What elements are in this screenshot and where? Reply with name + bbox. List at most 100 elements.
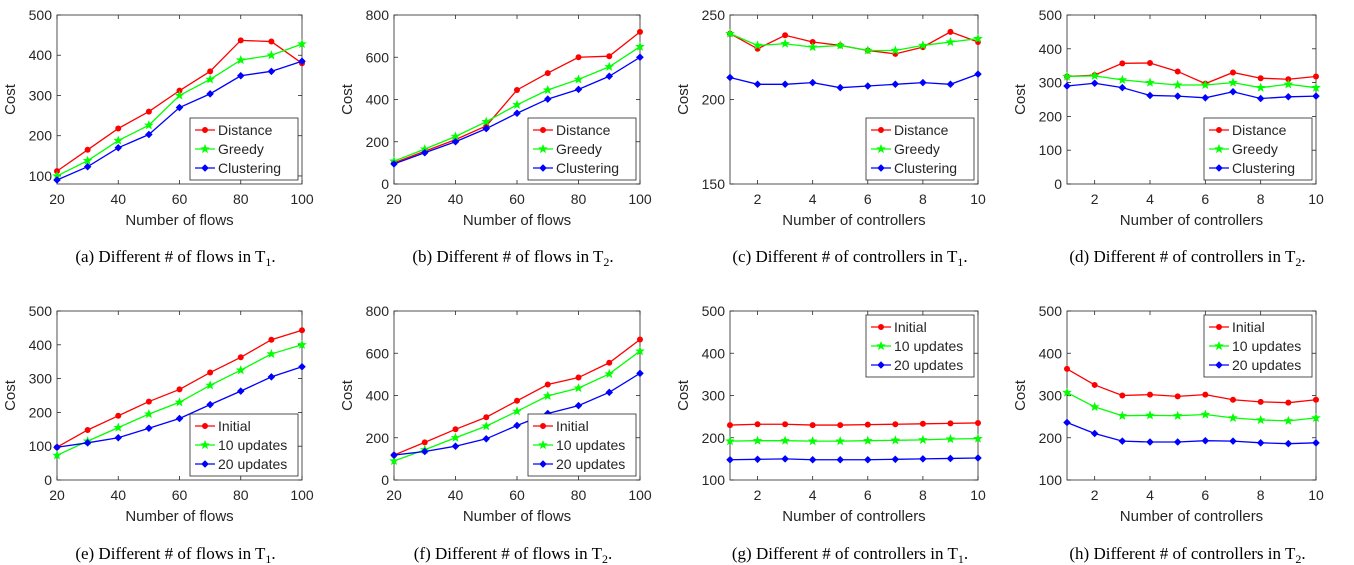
- data-point: [145, 130, 153, 139]
- data-point: [237, 37, 244, 44]
- legend-marker: [540, 422, 547, 429]
- data-point: [836, 83, 844, 92]
- data-point: [1119, 60, 1126, 67]
- y-tick-label: 600: [366, 49, 390, 65]
- legend-marker: [201, 164, 209, 172]
- data-point: [754, 421, 761, 428]
- data-point: [1284, 93, 1293, 101]
- legend-marker: [540, 127, 547, 134]
- legend-entry: 20 updates: [1232, 357, 1301, 373]
- data-point: [1090, 79, 1099, 88]
- series-20-updates: [726, 454, 982, 464]
- y-tick-label: 400: [29, 337, 53, 353]
- series-clustering: [726, 70, 982, 92]
- data-point: [389, 455, 399, 466]
- data-point: [919, 420, 926, 427]
- data-point: [175, 414, 184, 423]
- legend-marker: [878, 323, 885, 330]
- x-tick-label: 6: [864, 191, 872, 207]
- data-point: [1228, 77, 1238, 87]
- legend: Distance Greedy Clustering: [527, 117, 637, 181]
- data-point: [1173, 92, 1182, 100]
- data-point: [946, 454, 955, 463]
- data-point: [752, 40, 763, 50]
- caption-text: (h) Different # of controllers in T: [1069, 544, 1296, 563]
- y-tick-label: 300: [1039, 75, 1063, 91]
- x-tick-label: 40: [448, 191, 464, 207]
- legend-entry: Initial: [218, 418, 251, 434]
- legend-marker: [878, 127, 885, 134]
- data-point: [267, 373, 276, 381]
- data-point: [637, 28, 644, 35]
- data-point: [636, 53, 644, 62]
- chart-panel-c: 2 4 6 8 10 150 200 250 Number of controllers Cost…: [675, 7, 986, 269]
- data-point: [947, 420, 954, 427]
- x-tick-label: 4: [1146, 487, 1154, 503]
- legend-entry: 10 updates: [1232, 338, 1301, 354]
- caption-text: (f) Different # of flows in T: [414, 544, 603, 563]
- data-point: [864, 455, 872, 464]
- data-point: [542, 84, 553, 95]
- data-point: [636, 369, 644, 378]
- data-point: [605, 388, 614, 397]
- x-tick-label: 60: [509, 487, 525, 503]
- data-point: [1256, 439, 1265, 447]
- legend-entry: 20 updates: [894, 357, 963, 373]
- data-point: [973, 33, 983, 43]
- legend-box: [527, 413, 637, 477]
- caption-text: (g) Different # of controllers in T: [732, 544, 959, 563]
- legend-entry: 10 updates: [218, 437, 287, 453]
- legend-entry: Greedy: [894, 141, 940, 157]
- data-point: [809, 422, 816, 429]
- data-point: [145, 424, 153, 433]
- series-clustering: [1063, 79, 1320, 103]
- x-tick-label: 2: [1091, 487, 1099, 503]
- legend-entry: Clustering: [1232, 160, 1295, 176]
- data-point: [1230, 69, 1237, 76]
- subfigure-caption: (f) Different # of flows in T2.: [414, 544, 612, 565]
- data-point: [1312, 439, 1320, 447]
- data-point: [267, 67, 276, 76]
- data-point: [1257, 398, 1264, 405]
- data-point: [236, 387, 245, 395]
- data-point: [297, 38, 307, 49]
- data-point: [782, 32, 789, 39]
- y-tick-label: 300: [29, 371, 53, 387]
- legend: Initial 10 updates 20 updates: [527, 413, 637, 477]
- data-point: [918, 40, 928, 50]
- x-tick-label: 20: [49, 191, 65, 207]
- legend-marker: [1214, 340, 1224, 351]
- caption-subscript: 1: [958, 552, 964, 565]
- data-point: [604, 368, 615, 379]
- chart-panel-a: 20 40 60 80 100 100 200 300 400 500 Number of flow…: [2, 7, 314, 269]
- data-point: [1174, 68, 1181, 75]
- x-tick-label: 100: [628, 487, 652, 503]
- caption-text: (c) Different # of controllers in T: [732, 247, 958, 266]
- legend-marker: [200, 143, 210, 154]
- data-point: [574, 401, 583, 410]
- data-point: [1311, 412, 1321, 422]
- y-tick-label: 0: [381, 176, 389, 192]
- data-point: [297, 339, 307, 349]
- y-tick-label: 200: [702, 430, 726, 446]
- subfigure-caption: (a) Different # of flows in T1.: [75, 247, 275, 269]
- data-point: [237, 354, 244, 361]
- legend-marker: [876, 143, 886, 154]
- legend-entry: Greedy: [218, 141, 264, 157]
- legend-entry: Greedy: [1232, 141, 1278, 157]
- data-point: [298, 327, 305, 334]
- data-point: [945, 37, 956, 47]
- caption-end: .: [608, 544, 612, 563]
- data-point: [114, 144, 123, 152]
- caption-end: .: [609, 247, 613, 266]
- series-initial: [727, 419, 982, 429]
- legend-entry: 20 updates: [556, 456, 625, 472]
- data-point: [864, 82, 872, 90]
- data-point: [1146, 438, 1154, 446]
- x-tick-label: 80: [571, 487, 587, 503]
- data-point: [1312, 92, 1320, 100]
- series-clustering: [390, 53, 644, 168]
- caption-end: .: [963, 247, 967, 266]
- data-point: [205, 380, 215, 390]
- series-line: [729, 73, 979, 89]
